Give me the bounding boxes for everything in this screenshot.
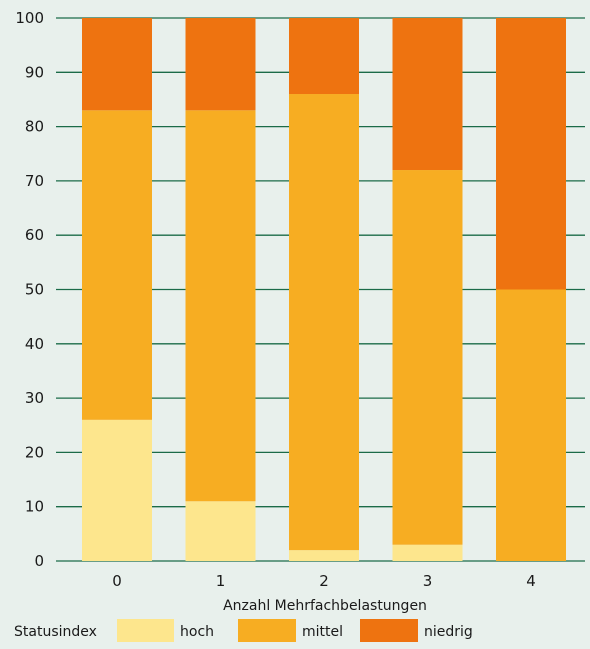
bar-segment-mittel-4: [496, 289, 566, 561]
legend-title: Statusindex: [14, 624, 97, 640]
x-tick-labels: 0 1 2 3 4: [112, 572, 536, 590]
x-tick-label: 0: [112, 572, 122, 590]
bar-segment-niedrig-3: [392, 18, 463, 171]
y-tick-labels: 0 10 20 30 40 50 60 70 80 90 100: [15, 9, 44, 570]
y-tick-label: 100: [15, 9, 44, 27]
y-tick-label: 70: [25, 172, 44, 190]
y-tick-label: 20: [25, 443, 44, 461]
x-tick-label: 1: [216, 572, 226, 590]
bar-segment-hoch-0: [82, 419, 152, 561]
y-tick-label: 50: [25, 281, 44, 299]
legend: Statusindex hoch mittel niedrig: [14, 619, 473, 642]
x-tick-label: 3: [423, 572, 433, 590]
y-tick-label: 10: [25, 498, 44, 516]
y-tick-label: 0: [34, 552, 44, 570]
y-tick-label: 60: [25, 226, 44, 244]
x-axis-title: Anzahl Mehrfachbelastungen: [223, 598, 427, 614]
bar-segment-hoch-3: [392, 544, 463, 561]
legend-swatch-mittel: [238, 619, 296, 642]
bar-segment-niedrig-4: [496, 18, 566, 290]
bar-segment-hoch-1: [185, 501, 256, 561]
bar-segment-niedrig-0: [82, 18, 152, 111]
x-tick-label: 4: [526, 572, 536, 590]
bar-segment-niedrig-1: [185, 18, 256, 111]
bar-segment-hoch-2: [289, 550, 359, 561]
y-tick-label: 90: [25, 63, 44, 81]
bar-segment-mittel-3: [392, 170, 463, 545]
bar-segment-niedrig-2: [289, 18, 359, 95]
bar-segment-mittel-2: [289, 94, 359, 551]
x-tick-label: 2: [319, 572, 329, 590]
legend-label-niedrig: niedrig: [424, 624, 473, 640]
legend-label-mittel: mittel: [302, 624, 343, 640]
legend-swatch-hoch: [117, 619, 174, 642]
bar-segment-mittel-1: [185, 110, 256, 502]
bars: [82, 18, 566, 561]
y-tick-label: 80: [25, 118, 44, 136]
y-tick-label: 40: [25, 335, 44, 353]
legend-swatch-niedrig: [360, 619, 418, 642]
bar-segment-mittel-0: [82, 110, 152, 420]
y-tick-label: 30: [25, 389, 44, 407]
legend-label-hoch: hoch: [180, 624, 214, 640]
